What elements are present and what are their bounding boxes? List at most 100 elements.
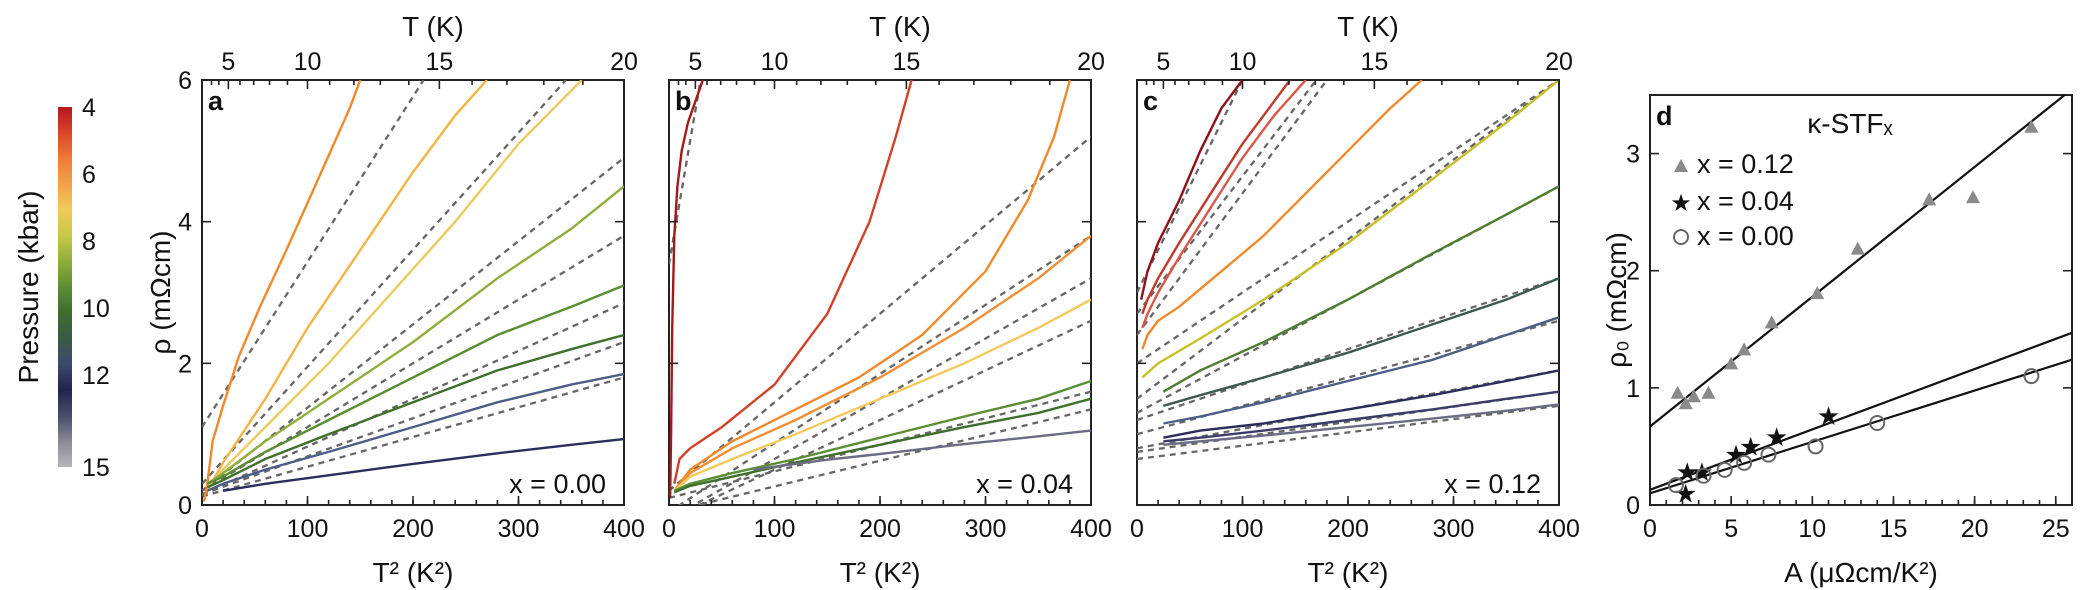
- colorbar-tick-0: 4: [82, 94, 96, 122]
- panel-c-x-tick-label-3: 300: [1433, 515, 1475, 543]
- panel-b-annotation: x = 0.04: [976, 469, 1073, 499]
- panel-c-series-6: [1163, 277, 1559, 407]
- panel-a-series-4: [206, 284, 624, 485]
- panel-c-plot-area: [1137, 80, 1559, 461]
- panel-c-series-5: [1162, 185, 1559, 393]
- panel-c-series-1: [1141, 80, 1291, 315]
- panel-d-x-tick-label-1: 5: [1724, 515, 1738, 543]
- panel-b-top-tick-label-2: 15: [892, 48, 920, 76]
- panel-b-x-axis-label: T² (K²): [840, 557, 921, 588]
- panel-d-y-tick-label-3: 3: [1626, 141, 1640, 169]
- legend-triangle-icon: [1674, 159, 1688, 172]
- panel-d-x-tick-label-0: 0: [1643, 515, 1657, 543]
- panel-d-point-triangle-11: [2024, 119, 2039, 133]
- panel-b-x-tick-label-2: 200: [859, 515, 901, 543]
- panel-a-y-tick-label-3: 6: [178, 67, 192, 95]
- panel-d-x-axis-label: A (μΩcm/K²): [1784, 557, 1938, 588]
- panel-a-y-tick-label-1: 2: [178, 350, 192, 378]
- panel-a-top-tick-label-3: 20: [610, 48, 638, 76]
- panel-a-fit-line-5: [202, 341, 624, 496]
- panel-b: 0 100 200 300 400 5 10 15 20 T (K) b T² (K²) x = 0.0…: [662, 11, 1112, 588]
- panel-d-plot-area: ★★★★★ ★★: [1650, 95, 2072, 508]
- legend-label-2: x = 0.00: [1697, 221, 1794, 251]
- colorbar-gradient: [58, 107, 72, 467]
- panel-a-series-1: [206, 80, 488, 492]
- panel-d-point-star-0: ★: [1674, 478, 1697, 508]
- legend-star-icon: ★: [1670, 190, 1692, 217]
- panel-d-y-tick-label-2: 2: [1626, 258, 1640, 286]
- panel-c-series-7: [1163, 316, 1559, 425]
- colorbar-tick-4: 12: [82, 362, 110, 390]
- panel-c-fit-line-6: [1137, 277, 1559, 422]
- panel-b-series-4: [673, 298, 1091, 492]
- panel-c-top-tick-label-2: 15: [1360, 48, 1388, 76]
- panel-d-point-circle-4: [1760, 446, 1777, 463]
- panel-c-x-tick-label-1: 100: [1222, 515, 1264, 543]
- panel-b-series-1: [673, 80, 913, 485]
- panel-b-letter: b: [675, 86, 692, 116]
- panel-b-series-6: [673, 397, 1091, 494]
- panel-c-x-tick-label-2: 200: [1327, 515, 1369, 543]
- panel-a-series-0: [202, 80, 362, 502]
- panel-d: ★★★★★ ★★ 0 5 10 15 20 25 0 1 2 3d A (μΩcm/K²) ρ₀ (mΩc…: [1601, 94, 2073, 588]
- panel-a-x-tick-label-0: 0: [195, 515, 209, 543]
- panel-d-point-star-2: ★: [1690, 457, 1713, 487]
- panel-d-x-tick-label-4: 20: [1961, 515, 1989, 543]
- panel-d-point-star-5: ★: [1765, 422, 1788, 452]
- panel-d-y-tick-label-1: 1: [1626, 375, 1640, 403]
- panel-d-point-triangle-10: [1965, 190, 1980, 204]
- panel-b-series-7: [753, 429, 1091, 471]
- panel-c-letter: c: [1143, 86, 1158, 116]
- panel-a-series-7: [222, 437, 624, 492]
- panel-c-x-tick-label-0: 0: [1130, 515, 1144, 543]
- panel-d-point-circle-5: [1807, 438, 1824, 455]
- panel-a-fit-line-6: [202, 376, 624, 498]
- panel-d-fit-line-2: [1650, 358, 2072, 495]
- panel-d-point-triangle-9: [1922, 192, 1937, 206]
- panel-d-x-tick-label-5: 25: [2042, 515, 2070, 543]
- panel-d-letter: d: [1656, 101, 1673, 131]
- panel-c-fit-line-2: [1137, 80, 1328, 336]
- panel-b-top-tick-label-3: 20: [1077, 48, 1105, 76]
- panel-d-point-triangle-8: [1850, 241, 1865, 255]
- panel-b-fit-line-4: [696, 319, 1091, 505]
- panel-a-series-6: [206, 372, 624, 492]
- panel-b-x-tick-label-0: 0: [662, 515, 676, 543]
- panel-b-top-axis-label: T (K): [869, 11, 931, 42]
- panel-c-top-tick-label-0: 5: [1156, 48, 1170, 76]
- panel-c-series-9: [1163, 390, 1559, 443]
- panel-d-point-triangle-0: [1670, 385, 1685, 399]
- panel-c-fit-line-10: [1137, 404, 1559, 461]
- panel-d-point-triangle-3: [1701, 385, 1716, 399]
- panel-c-x-tick-label-4: 400: [1538, 515, 1580, 543]
- panel-d-x-tick-label-2: 10: [1798, 515, 1826, 543]
- panel-a-y-tick-label-0: 0: [178, 492, 192, 520]
- panel-d-point-circle-1: [1695, 467, 1712, 484]
- panel-a-y-axis-label: ρ (mΩcm): [145, 231, 176, 355]
- panel-c-top-axis-label: T (K): [1337, 11, 1399, 42]
- panel-b-plot-area: [669, 80, 1091, 505]
- panel-d-point-triangle-5: [1737, 342, 1752, 356]
- panel-b-fit-line-1: [669, 135, 1091, 492]
- panel-d-y-axis-label: ρ₀ (mΩcm): [1601, 232, 1632, 368]
- panel-d-x-tick-label-3: 15: [1880, 515, 1908, 543]
- panel-c-x-axis-label: T² (K²): [1308, 557, 1389, 588]
- panel-d-point-triangle-7: [1810, 286, 1825, 300]
- panel-d-point-circle-7: [2023, 368, 2040, 385]
- panel-a-top-tick-label-2: 15: [425, 48, 453, 76]
- panel-d-point-triangle-1: [1678, 396, 1693, 410]
- panel-d-point-triangle-6: [1764, 315, 1779, 329]
- panel-a-series-5: [206, 333, 624, 489]
- panel-c-top-tick-label-3: 20: [1545, 48, 1573, 76]
- panel-d-point-triangle-4: [1724, 356, 1739, 370]
- colorbar-tick-3: 10: [82, 295, 110, 323]
- panel-c: 0 100 200 300 400 5 10 15 20 T (K) c T² (K²) x = 0.1…: [1130, 11, 1580, 588]
- panel-b-series-0: [669, 80, 704, 498]
- panel-a-top-axis-label: T (K): [402, 11, 464, 42]
- panel-a-x-axis-label: T² (K²): [373, 557, 454, 588]
- panel-c-series-4: [1141, 80, 1559, 379]
- legend-label-1: x = 0.04: [1697, 186, 1794, 216]
- panel-a-letter: a: [208, 86, 224, 116]
- panel-d-y-tick-label-0: 0: [1626, 492, 1640, 520]
